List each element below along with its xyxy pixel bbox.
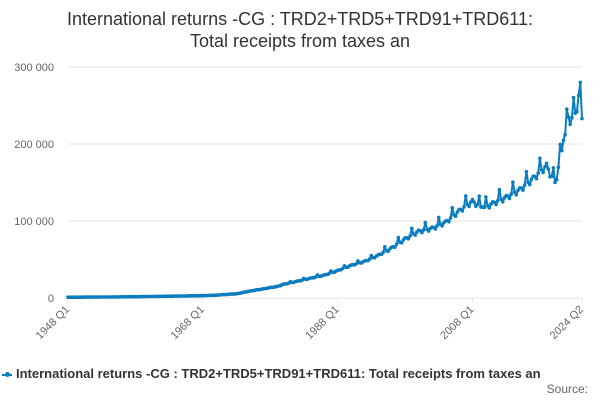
data-point[interactable] [399, 241, 404, 245]
data-point[interactable] [435, 224, 439, 228]
data-point[interactable] [408, 234, 412, 238]
data-point[interactable] [420, 230, 424, 235]
y-axis-ticks: 0 100 000 200 000 300 000 [14, 62, 54, 305]
data-point[interactable] [381, 250, 385, 255]
data-point[interactable] [460, 209, 465, 213]
data-point[interactable] [433, 227, 438, 231]
data-point[interactable] [482, 205, 487, 210]
x-tick-label: 1988 Q1 [303, 304, 341, 342]
data-point[interactable] [448, 216, 453, 220]
data-point[interactable] [410, 226, 414, 231]
data-point[interactable] [553, 180, 557, 185]
data-point[interactable] [475, 202, 480, 207]
data-point[interactable] [440, 224, 444, 228]
data-point[interactable] [538, 156, 542, 161]
data-point[interactable] [413, 233, 418, 237]
data-point[interactable] [437, 215, 441, 220]
x-tick-label: 1968 Q1 [169, 304, 207, 342]
data-point[interactable] [580, 116, 584, 121]
data-point[interactable] [521, 188, 525, 192]
data-point[interactable] [426, 229, 431, 233]
data-point[interactable] [570, 115, 574, 120]
legend[interactable]: International returns -CG : TRD2+TRD5+TR… [2, 366, 600, 381]
data-point[interactable] [558, 142, 562, 147]
data-point[interactable] [453, 214, 458, 218]
y-tick-label: 300 000 [14, 62, 54, 74]
chart-title-line-2: Total receipts from taxes an [189, 31, 411, 51]
data-point[interactable] [556, 165, 561, 170]
data-point[interactable] [447, 219, 451, 224]
chart-title-line-1: International returns -CG : TRD2+TRD5+TR… [66, 9, 533, 29]
data-point[interactable] [529, 177, 534, 182]
data-point[interactable] [406, 237, 411, 241]
data-point[interactable] [383, 245, 387, 249]
legend-series-label: International returns -CG : TRD2+TRD5+TR… [16, 366, 541, 381]
data-point[interactable] [566, 115, 571, 119]
data-point[interactable] [549, 174, 554, 179]
data-point[interactable] [524, 169, 529, 174]
data-point[interactable] [565, 107, 569, 111]
data-point[interactable] [469, 200, 473, 204]
data-point[interactable] [487, 206, 492, 210]
data-point[interactable] [522, 183, 527, 187]
data-point[interactable] [568, 122, 572, 127]
data-point[interactable] [511, 180, 515, 184]
data-point[interactable] [541, 170, 545, 175]
y-tick-label: 0 [48, 293, 54, 305]
data-point[interactable] [534, 176, 539, 181]
y-tick-label: 200 000 [14, 139, 54, 151]
data-point[interactable] [546, 167, 551, 171]
data-point[interactable] [423, 220, 428, 225]
data-point[interactable] [509, 192, 513, 196]
data-point[interactable] [576, 93, 581, 98]
data-point[interactable] [462, 205, 466, 209]
series-group [66, 80, 584, 300]
x-tick-label: 2024 Q2 [548, 304, 586, 342]
data-point[interactable] [393, 245, 397, 250]
x-tick-label: 2008 Q1 [438, 304, 476, 342]
data-point[interactable] [367, 257, 372, 261]
data-point[interactable] [396, 235, 401, 240]
data-point[interactable] [463, 194, 468, 198]
data-point[interactable] [477, 194, 482, 198]
data-point[interactable] [544, 161, 549, 166]
data-point[interactable] [455, 210, 460, 214]
data-point[interactable] [514, 192, 519, 197]
data-point[interactable] [421, 228, 426, 232]
data-point[interactable] [554, 177, 559, 182]
data-point[interactable] [501, 199, 505, 204]
data-point[interactable] [560, 148, 564, 153]
data-point[interactable] [536, 171, 540, 175]
y-tick-label: 100 000 [14, 216, 54, 228]
data-point[interactable] [495, 199, 500, 203]
data-point[interactable] [543, 164, 547, 169]
x-tick-label: 1948 Q1 [34, 304, 72, 342]
data-point[interactable] [467, 204, 471, 209]
data-point[interactable] [472, 200, 476, 204]
x-axis-ticks: 1948 Q1 1968 Q1 1988 Q1 2008 Q1 2024 Q2 [34, 298, 586, 342]
data-point[interactable] [571, 95, 576, 100]
legend-series-marker [2, 371, 12, 377]
data-point[interactable] [497, 187, 502, 192]
data-point[interactable] [354, 262, 359, 266]
data-point[interactable] [484, 195, 488, 199]
data-point[interactable] [494, 202, 498, 207]
data-point[interactable] [551, 166, 556, 170]
grid-lines [68, 66, 582, 299]
data-point[interactable] [340, 266, 345, 271]
data-point[interactable] [578, 80, 583, 85]
data-point[interactable] [394, 242, 399, 247]
data-point[interactable] [528, 182, 532, 187]
data-point[interactable] [470, 197, 475, 202]
source-label: Source: [546, 382, 588, 396]
data-point[interactable] [450, 206, 455, 210]
data-point[interactable] [561, 138, 566, 142]
chart-title: International returns -CG : TRD2+TRD5+TR… [0, 8, 600, 52]
data-point[interactable] [507, 196, 512, 201]
data-point[interactable] [563, 132, 567, 137]
series-line [68, 81, 583, 299]
data-point[interactable] [575, 109, 579, 114]
